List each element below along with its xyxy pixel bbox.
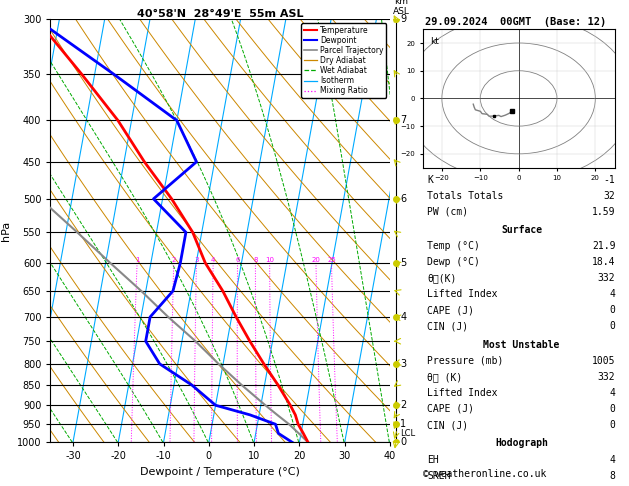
Text: Surface: Surface (501, 225, 542, 235)
Text: 3: 3 (194, 257, 199, 263)
Text: 9: 9 (400, 15, 406, 24)
Text: 332: 332 (598, 273, 615, 283)
Text: 0: 0 (610, 321, 615, 331)
Text: km
ASL: km ASL (393, 0, 410, 16)
Title: 40°58'N  28°49'E  55m ASL: 40°58'N 28°49'E 55m ASL (137, 9, 303, 18)
Text: 4: 4 (400, 312, 406, 322)
Text: θ⁣ (K): θ⁣ (K) (428, 372, 463, 382)
Text: θ⁣(K): θ⁣(K) (428, 273, 457, 283)
Text: 4: 4 (610, 388, 615, 398)
Text: 0: 0 (610, 404, 615, 414)
Text: CIN (J): CIN (J) (428, 420, 469, 430)
Text: 21.9: 21.9 (592, 241, 615, 251)
Text: Pressure (mb): Pressure (mb) (428, 356, 504, 366)
Text: CAPE (J): CAPE (J) (428, 305, 474, 315)
Text: 25: 25 (327, 257, 336, 263)
Text: Lifted Index: Lifted Index (428, 289, 498, 299)
Text: Hodograph: Hodograph (495, 438, 548, 449)
Text: 2: 2 (172, 257, 176, 263)
Text: Lifted Index: Lifted Index (428, 388, 498, 398)
Text: 0: 0 (610, 420, 615, 430)
Text: 20: 20 (311, 257, 320, 263)
Text: LCL: LCL (400, 429, 415, 438)
Text: CAPE (J): CAPE (J) (428, 404, 474, 414)
Text: EH: EH (428, 454, 439, 465)
Text: 29.09.2024  00GMT  (Base: 12): 29.09.2024 00GMT (Base: 12) (425, 17, 606, 27)
Text: 4: 4 (610, 289, 615, 299)
X-axis label: Dewpoint / Temperature (°C): Dewpoint / Temperature (°C) (140, 467, 300, 477)
Text: 8: 8 (253, 257, 258, 263)
Text: kt: kt (430, 37, 439, 47)
Text: 332: 332 (598, 372, 615, 382)
Text: 1: 1 (400, 419, 406, 429)
Text: 32: 32 (604, 191, 615, 201)
Text: 0: 0 (610, 305, 615, 315)
Text: 7: 7 (400, 116, 406, 125)
Text: PW (cm): PW (cm) (428, 207, 469, 217)
Text: 0: 0 (400, 437, 406, 447)
Text: 4: 4 (211, 257, 215, 263)
Text: 10: 10 (265, 257, 274, 263)
Y-axis label: hPa: hPa (1, 221, 11, 241)
Text: 5: 5 (400, 258, 406, 268)
Legend: Temperature, Dewpoint, Parcel Trajectory, Dry Adiabat, Wet Adiabat, Isotherm, Mi: Temperature, Dewpoint, Parcel Trajectory… (301, 23, 386, 98)
Text: Totals Totals: Totals Totals (428, 191, 504, 201)
Text: -1: -1 (604, 174, 615, 185)
Text: 2: 2 (400, 400, 406, 410)
Text: Dewp (°C): Dewp (°C) (428, 257, 481, 267)
Text: 1.59: 1.59 (592, 207, 615, 217)
Text: 1: 1 (135, 257, 140, 263)
Text: 8: 8 (610, 470, 615, 481)
Text: 1005: 1005 (592, 356, 615, 366)
Text: 4: 4 (610, 454, 615, 465)
Text: K: K (428, 174, 433, 185)
Text: SREH: SREH (428, 470, 451, 481)
Text: CIN (J): CIN (J) (428, 321, 469, 331)
Text: Temp (°C): Temp (°C) (428, 241, 481, 251)
Text: 3: 3 (400, 359, 406, 369)
Text: 18.4: 18.4 (592, 257, 615, 267)
Text: © weatheronline.co.uk: © weatheronline.co.uk (423, 469, 546, 479)
Text: Most Unstable: Most Unstable (483, 340, 560, 350)
Text: 6: 6 (235, 257, 240, 263)
Text: 6: 6 (400, 194, 406, 204)
